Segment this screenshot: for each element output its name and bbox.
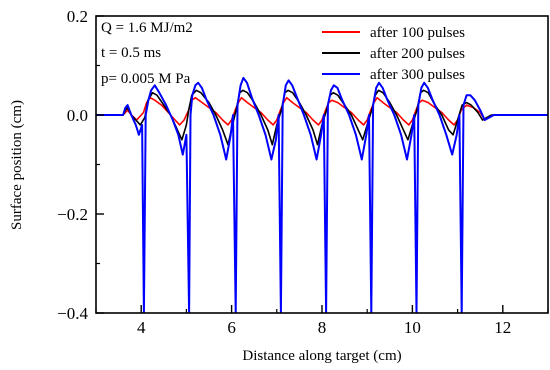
x-tick-label: 6 xyxy=(227,318,236,337)
plot-frame xyxy=(95,15,549,314)
x-tick-label: 4 xyxy=(137,318,146,337)
annotation-p: p= 0.005 M Pa xyxy=(101,71,191,87)
legend-label-200: after 200 pulses xyxy=(370,46,465,62)
x-tick-label: 12 xyxy=(494,318,511,337)
x-tick-label: 8 xyxy=(318,318,327,337)
series-100-pulses-line xyxy=(96,96,548,126)
annotation-q: Q = 1.6 MJ/m2 xyxy=(101,20,193,36)
legend-label-100: after 100 pulses xyxy=(370,25,465,41)
legend: after 100 pulses after 200 pulses after … xyxy=(322,25,465,83)
legend-label-300: after 300 pulses xyxy=(370,67,465,83)
y-tick-label: −0.2 xyxy=(57,205,88,224)
y-axis-title: Surface position (cm) xyxy=(9,100,25,230)
ticks-layer: 4 6 8 10 12 0.2 0.0 −0.2 −0.4 xyxy=(57,7,549,337)
y-tick-label: 0.0 xyxy=(67,106,88,125)
annotations: Q = 1.6 MJ/m2 t = 0.5 ms p= 0.005 M Pa xyxy=(101,20,193,87)
x-tick-label: 10 xyxy=(404,318,421,337)
annotation-t: t = 0.5 ms xyxy=(101,45,161,61)
series-300-pulses-line xyxy=(96,76,548,313)
x-axis-title: Distance along target (cm) xyxy=(242,348,401,364)
y-tick-label: 0.2 xyxy=(67,7,88,26)
y-tick-label: −0.4 xyxy=(57,304,88,323)
series-200-pulses-line xyxy=(96,89,548,146)
series-layer xyxy=(96,76,548,313)
